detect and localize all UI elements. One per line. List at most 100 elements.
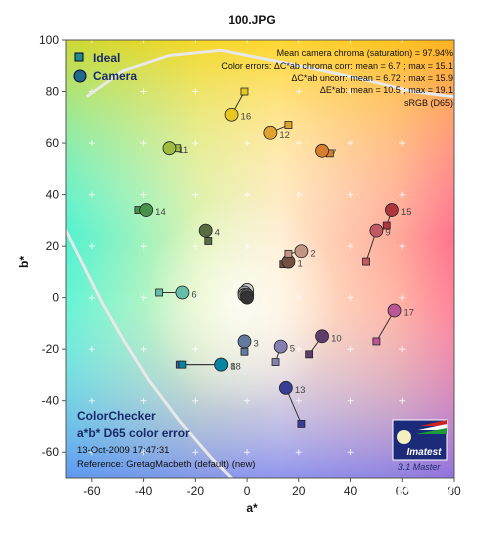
- y-tick-label: -40: [42, 394, 60, 408]
- grid-marker: [140, 243, 147, 250]
- point-label-4: 4: [215, 228, 220, 239]
- stats-block: Mean camera chroma (saturation) = 97.94%…: [221, 48, 453, 108]
- point-label-17: 17: [404, 308, 415, 319]
- gamut-line-left: [66, 227, 234, 478]
- x-tick-label: 80: [447, 484, 461, 498]
- legend-ideal-swatch: [74, 52, 84, 62]
- grid-marker: [88, 140, 95, 147]
- grid-marker: [347, 191, 354, 198]
- grid-marker: [244, 140, 251, 147]
- grid-marker: [244, 449, 251, 456]
- grid-marker: [88, 449, 95, 456]
- caption-subtitle: a*b* D65 color error: [77, 426, 190, 440]
- y-tick-label: 60: [46, 136, 60, 150]
- ideal-point-10: [305, 350, 314, 359]
- ideal-point-5: [271, 358, 280, 366]
- grid-marker: [192, 243, 199, 250]
- ideal-point-9: [362, 257, 370, 266]
- grid-marker: [88, 294, 95, 301]
- watermark-cn: 天极网: [404, 504, 449, 522]
- point-label-3: 3: [253, 338, 258, 349]
- point-label-2: 2: [310, 248, 315, 259]
- camera-point-2: [294, 244, 309, 259]
- imatest-version: 3.1 Master: [398, 462, 442, 472]
- x-tick-label: 0: [244, 484, 251, 498]
- grid-marker: [140, 397, 147, 404]
- chart-caption: ColorChecker a*b* D65 color error 13-Oct…: [77, 409, 255, 470]
- grid-marker: [140, 346, 147, 353]
- point-label-12: 12: [279, 130, 290, 141]
- grid-marker: [399, 191, 406, 198]
- grid-marker: [192, 191, 199, 198]
- point-label-10: 10: [331, 333, 342, 344]
- grid-marker: [399, 140, 406, 147]
- ideal-point-16: [240, 87, 249, 96]
- point-label-6: 6: [191, 289, 196, 300]
- stats-line-2: Color errors: ΔC*ab chroma corr: mean = …: [221, 61, 453, 71]
- y-tick-label: 40: [46, 188, 60, 202]
- legend-camera-swatch: [73, 69, 87, 83]
- grid-marker: [347, 346, 354, 353]
- y-tick-label: -20: [42, 342, 60, 356]
- point-label-14: 14: [155, 207, 166, 218]
- gamut-boundary: [66, 48, 454, 478]
- ideal-point-2: [284, 249, 293, 258]
- grid-marker: [347, 397, 354, 404]
- y-tick-label: -60: [42, 445, 60, 459]
- caption-reference: Reference: GretagMacbeth (default) (new): [77, 459, 255, 470]
- grid-marker: [347, 449, 354, 456]
- ideal-point-17: [372, 337, 381, 346]
- camera-point-9: [369, 223, 384, 238]
- legend-camera-label: Camera: [93, 69, 137, 83]
- camera-point-13: [278, 380, 293, 395]
- point-label-9: 9: [385, 228, 390, 239]
- grid-marker: [192, 346, 199, 353]
- ideal-point-4: [204, 237, 213, 245]
- ideal-point-12: [284, 121, 293, 129]
- point-label-11: 11: [178, 145, 188, 156]
- grid-marker: [244, 191, 251, 198]
- ideal-point-3: [240, 347, 249, 356]
- x-tick-label: -40: [135, 484, 153, 498]
- point-label-5: 5: [290, 344, 295, 355]
- chart-title: 100.JPG: [228, 13, 275, 27]
- camera-point-10: [315, 329, 329, 344]
- camera-point-15: [385, 203, 399, 217]
- grid-marker: [295, 449, 302, 456]
- grid-marker: [140, 191, 147, 198]
- camera-point-24: [240, 290, 254, 305]
- ideal-point-6: [155, 288, 164, 297]
- y-axis-label: b*: [17, 256, 31, 268]
- grid-marker: [399, 243, 406, 250]
- camera-point-14: [139, 203, 154, 217]
- y-tick-label: 80: [46, 85, 60, 99]
- grid-marker: [192, 88, 199, 95]
- camera-point-18: [214, 357, 229, 372]
- grid-marker: [140, 294, 147, 301]
- watermark-text: yesky: [382, 474, 455, 504]
- grid-marker: [192, 397, 199, 404]
- camera-point-16: [224, 107, 239, 122]
- x-tick-label: -60: [83, 484, 101, 498]
- grid: [88, 37, 406, 456]
- y-tick-label: 20: [46, 239, 60, 253]
- grid-marker: [347, 243, 354, 250]
- legend: Ideal Camera: [73, 51, 137, 83]
- axes: -60 -40 -20 0 20 40 60 80 -60 -40 -20 0 20 40 60 80 100: [39, 33, 461, 498]
- camera-point-6: [175, 285, 190, 300]
- plot-frame: [65, 39, 455, 479]
- camera-point-4: [198, 223, 213, 238]
- grid-marker: [192, 294, 199, 301]
- grid-marker: [295, 88, 302, 95]
- x-tick-label: 40: [344, 484, 358, 498]
- grid-marker: [399, 346, 406, 353]
- caption-date: 13-Oct-2009 17:47:31: [77, 445, 169, 456]
- point-label-16: 16: [241, 112, 252, 123]
- point-label-8: 8: [230, 362, 235, 373]
- grid-marker: [295, 140, 302, 147]
- point-label-7: 7: [331, 148, 336, 159]
- stats-line-4: ΔE*ab: mean = 10.5 ; max = 19.1: [320, 85, 453, 95]
- point-label-18: 18: [230, 362, 241, 373]
